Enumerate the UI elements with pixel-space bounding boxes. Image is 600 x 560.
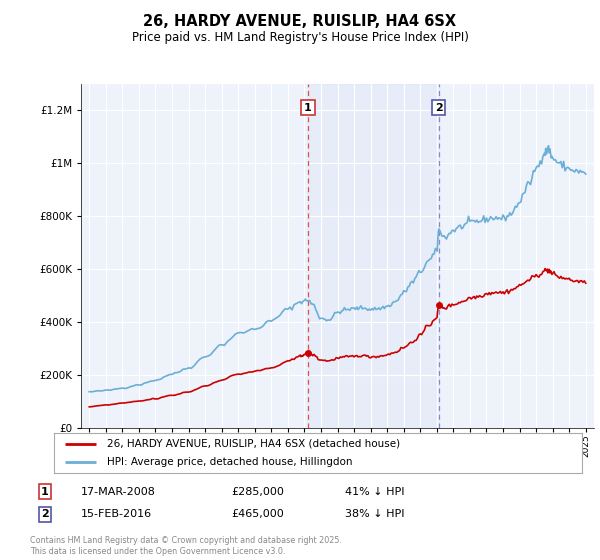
Text: 38% ↓ HPI: 38% ↓ HPI xyxy=(345,509,404,519)
Point xyxy=(434,301,443,310)
Text: 1: 1 xyxy=(41,487,49,497)
Text: HPI: Average price, detached house, Hillingdon: HPI: Average price, detached house, Hill… xyxy=(107,458,352,467)
Bar xyxy=(308,84,439,428)
Text: 41% ↓ HPI: 41% ↓ HPI xyxy=(345,487,404,497)
Text: 15-FEB-2016: 15-FEB-2016 xyxy=(81,509,152,519)
Text: £285,000: £285,000 xyxy=(231,487,284,497)
Text: 26, HARDY AVENUE, RUISLIP, HA4 6SX (detached house): 26, HARDY AVENUE, RUISLIP, HA4 6SX (deta… xyxy=(107,439,400,449)
Text: 26, HARDY AVENUE, RUISLIP, HA4 6SX: 26, HARDY AVENUE, RUISLIP, HA4 6SX xyxy=(143,14,457,29)
Text: Price paid vs. HM Land Registry's House Price Index (HPI): Price paid vs. HM Land Registry's House … xyxy=(131,31,469,44)
Text: 1: 1 xyxy=(304,102,312,113)
Text: 2: 2 xyxy=(435,102,443,113)
Text: £465,000: £465,000 xyxy=(231,509,284,519)
Text: 2: 2 xyxy=(41,509,49,519)
Text: 17-MAR-2008: 17-MAR-2008 xyxy=(81,487,156,497)
Point xyxy=(303,348,313,357)
Text: Contains HM Land Registry data © Crown copyright and database right 2025.
This d: Contains HM Land Registry data © Crown c… xyxy=(30,536,342,556)
